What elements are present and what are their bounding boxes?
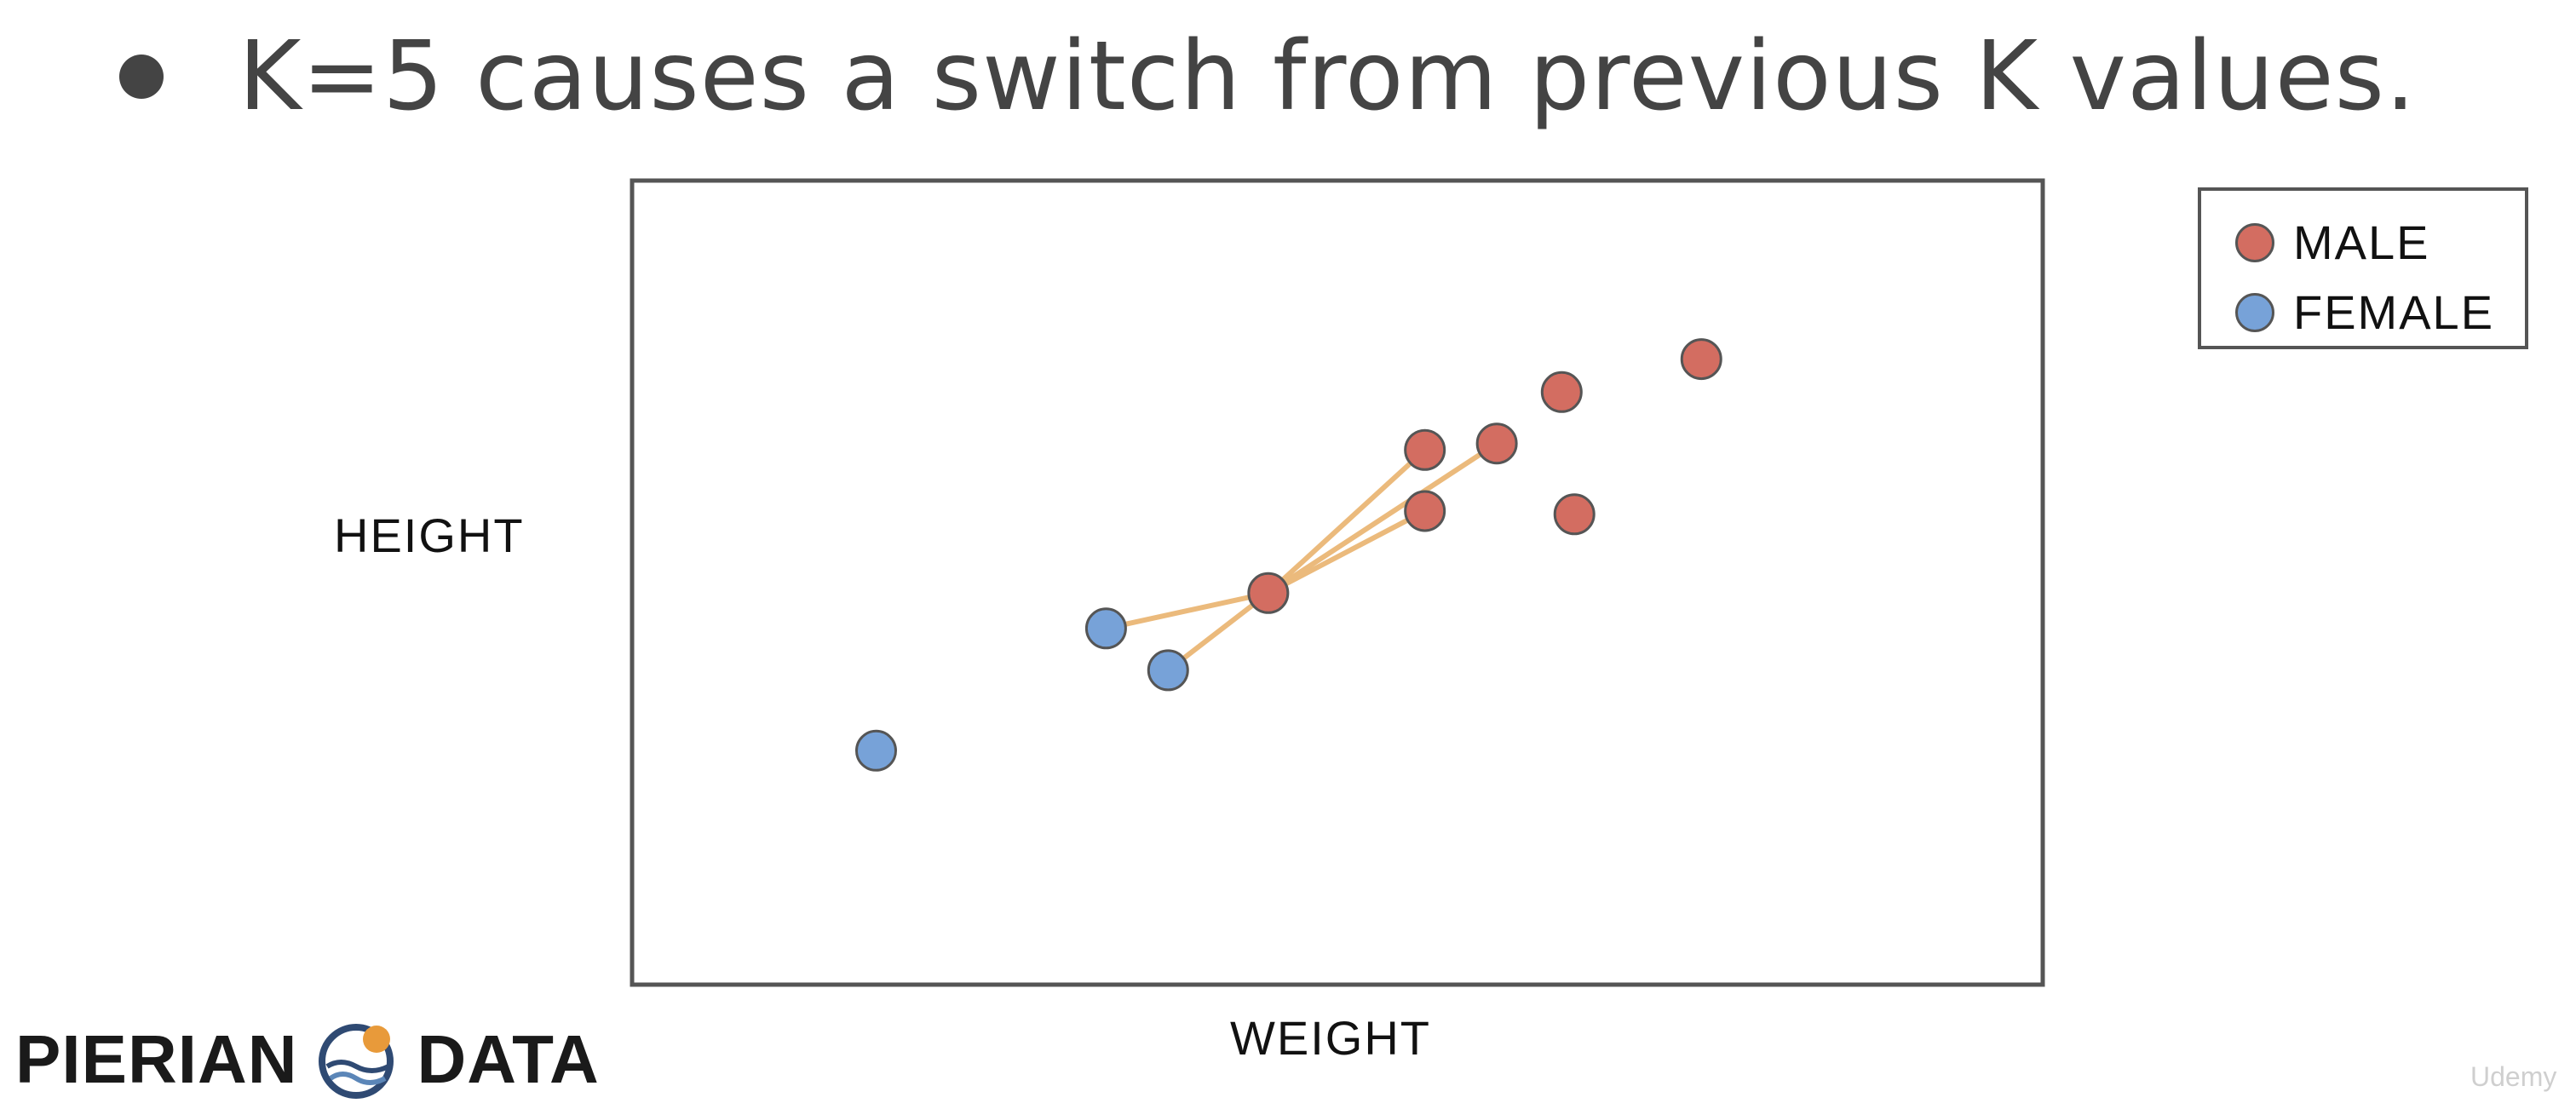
- point-male-5: [1404, 490, 1446, 532]
- data-points: [854, 338, 1722, 772]
- neighbor-lines: [1105, 441, 1498, 673]
- legend-swatch-male: [2235, 222, 2274, 262]
- point-male-2: [1540, 371, 1583, 413]
- y-axis-label: HEIGHT: [334, 509, 525, 562]
- legend-swatch-female: [2235, 292, 2274, 332]
- slide-bullet-text: K=5 causes a switch from previous K valu…: [239, 21, 2417, 132]
- point-male-1: [1475, 422, 1518, 465]
- logo-word-left: PIERIAN: [15, 1021, 298, 1097]
- point-female-0: [1084, 607, 1127, 650]
- legend-label-male: MALE: [2293, 215, 2430, 269]
- point-male-3: [1553, 493, 1596, 536]
- point-male-0: [1680, 338, 1722, 381]
- neighbor-line-3: [1105, 590, 1269, 631]
- x-axis-label: WEIGHT: [1230, 1011, 1431, 1065]
- point-male-6: [1247, 572, 1290, 614]
- bullet-line: K=5 causes a switch from previous K valu…: [119, 17, 2417, 136]
- point-female-2: [854, 729, 897, 772]
- point-male-4: [1404, 428, 1446, 471]
- legend-item-male: MALE: [2235, 215, 2430, 270]
- logo-word-right: DATA: [417, 1021, 600, 1097]
- neighbor-line-4: [1166, 590, 1270, 673]
- legend-label-female: FEMALE: [2293, 285, 2495, 339]
- neighbor-line-1: [1267, 509, 1427, 595]
- point-female-1: [1147, 649, 1189, 692]
- legend-item-female: FEMALE: [2235, 284, 2494, 340]
- pierian-data-wave-icon: [318, 1024, 394, 1099]
- bullet-dot-icon: [119, 55, 164, 99]
- plot-frame: [630, 178, 2045, 987]
- neighbor-line-2: [1267, 441, 1498, 595]
- udemy-watermark: Udemy: [2470, 1061, 2557, 1092]
- pierian-data-logo: PIERIAN DATA: [15, 1019, 600, 1100]
- legend: MALE FEMALE: [2198, 187, 2528, 349]
- neighbor-line-0: [1266, 448, 1427, 595]
